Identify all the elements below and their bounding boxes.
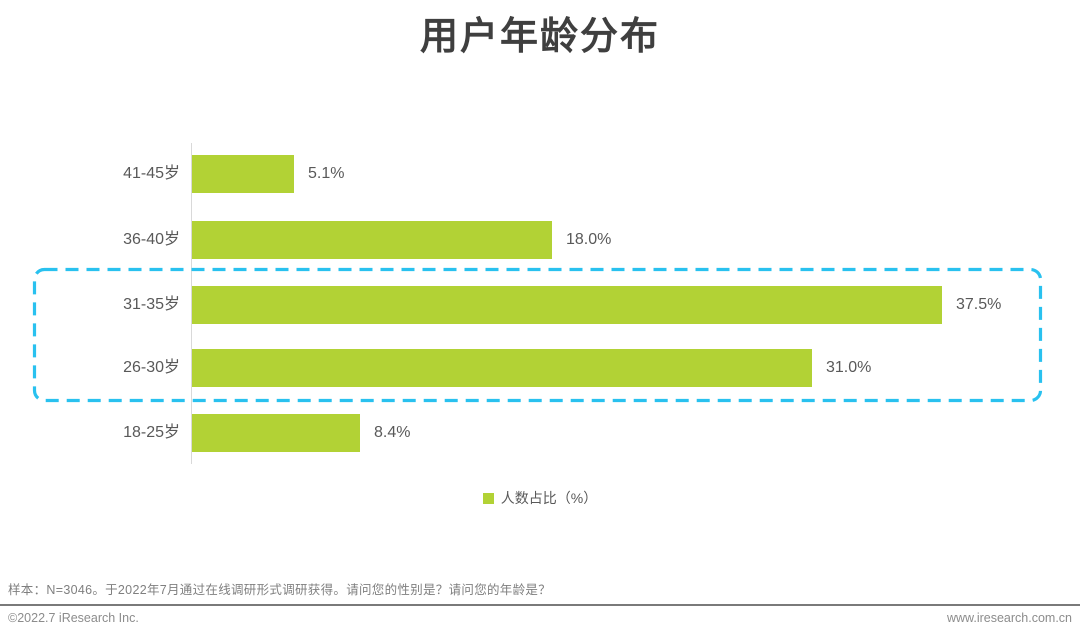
category-label: 36-40岁 <box>123 231 180 248</box>
copyright-text: ©2022.7 iResearch Inc. <box>8 611 139 625</box>
category-label: 18-25岁 <box>123 424 180 441</box>
bar <box>192 286 942 324</box>
value-label: 18.0% <box>566 231 612 248</box>
legend-label: 人数占比（%） <box>500 490 598 506</box>
category-label: 41-45岁 <box>123 165 180 182</box>
category-label: 31-35岁 <box>123 296 180 313</box>
legend-swatch-icon <box>482 492 494 504</box>
bar-row: 31-35岁 37.5% <box>0 286 1080 324</box>
bar <box>192 221 552 259</box>
value-label: 8.4% <box>374 424 411 441</box>
bar-row: 18-25岁 8.4% <box>0 414 1080 452</box>
bar-chart: 41-45岁 5.1% 36-40岁 18.0% 31-35岁 37.5% 26-30岁 31… <box>0 143 1080 464</box>
value-label: 37.5% <box>956 296 1002 313</box>
bar <box>192 414 360 452</box>
sample-note: 样本：N=3046。于2022年7月通过在线调研形式调研获得。请问您的性别是？请… <box>8 583 551 597</box>
value-label: 31.0% <box>826 359 872 376</box>
value-label: 5.1% <box>308 165 345 182</box>
footer: ©2022.7 iResearch Inc. www.iresearch.com… <box>8 611 1072 625</box>
footer-divider <box>0 604 1080 606</box>
bar-row: 41-45岁 5.1% <box>0 155 1080 193</box>
bar <box>192 349 812 387</box>
website-link[interactable]: www.iresearch.com.cn <box>946 611 1072 625</box>
chart-title: 用户年龄分布 <box>419 16 660 58</box>
bar <box>192 155 294 193</box>
bar-row: 36-40岁 18.0% <box>0 221 1080 259</box>
bar-row: 26-30岁 31.0% <box>0 349 1080 387</box>
category-label: 26-30岁 <box>123 359 180 376</box>
legend: 人数占比（%） <box>0 488 1080 508</box>
